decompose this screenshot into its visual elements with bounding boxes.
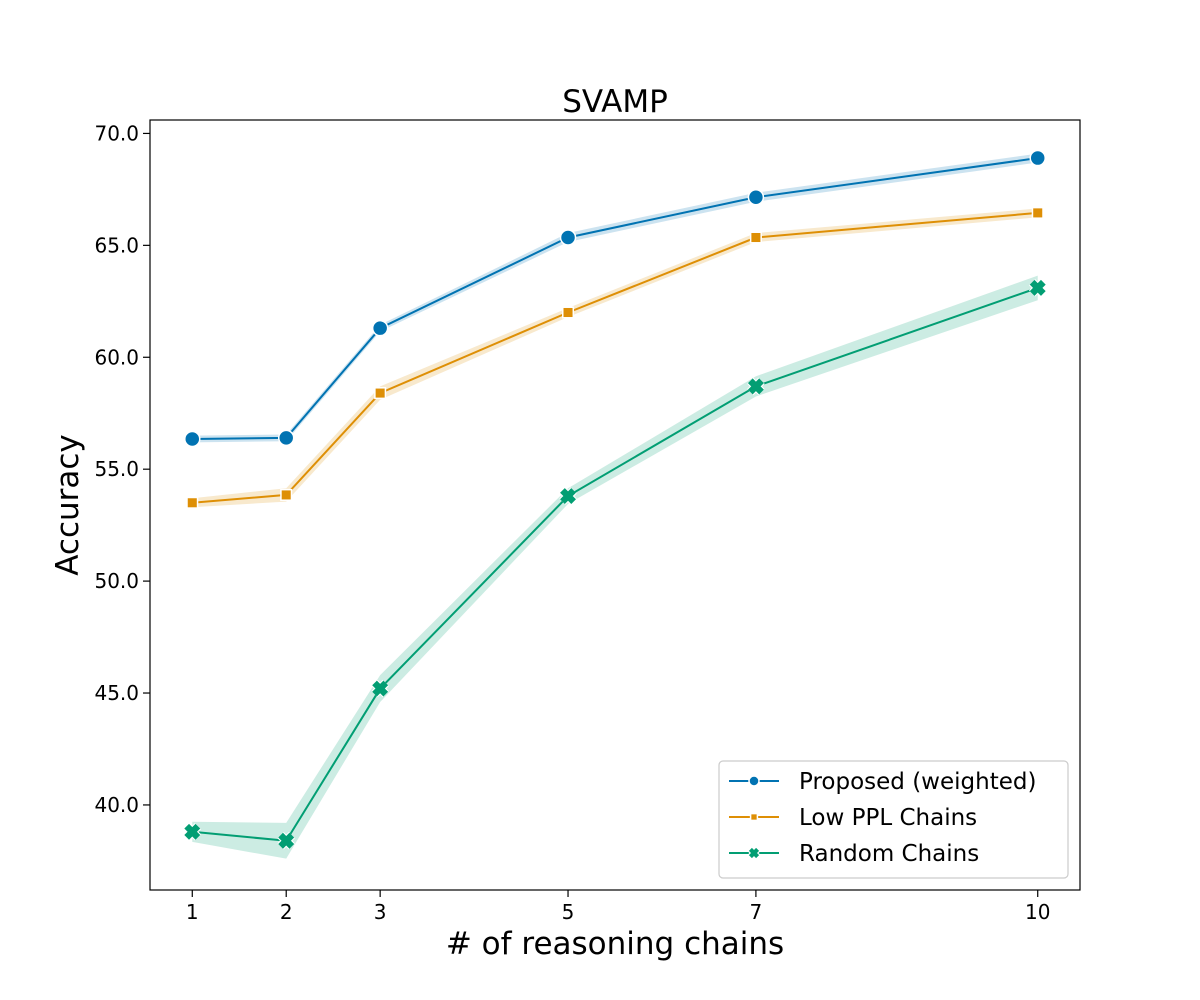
legend-marker	[749, 812, 759, 822]
legend-item-proposed-weighted: Proposed (weighted)	[729, 769, 1036, 795]
low-ppl-chains-point	[374, 387, 387, 400]
proposed-weighted-point	[184, 430, 201, 448]
legend-label: Low PPL Chains	[799, 805, 977, 831]
legend-item-random-chains: Random Chains	[729, 841, 979, 867]
legend-marker	[748, 775, 760, 787]
confidence-bands	[192, 153, 1038, 859]
proposed-weighted-point	[559, 229, 577, 246]
proposed-weighted-point	[371, 319, 389, 337]
x-tick-label: 7	[750, 900, 763, 924]
y-tick-label: 40.0	[94, 793, 139, 817]
y-tick-label: 55.0	[94, 457, 139, 481]
proposed-weighted-line	[192, 157, 1038, 440]
legend-marker	[748, 847, 760, 859]
legend-label: Random Chains	[799, 841, 979, 867]
low-ppl-chains-point	[562, 306, 575, 319]
random-chains-point	[559, 487, 577, 505]
series-markers	[183, 149, 1047, 850]
x-axis-label: # of reasoning chains	[446, 926, 784, 962]
y-tick-label: 60.0	[94, 345, 139, 369]
legend-label: Proposed (weighted)	[799, 769, 1036, 795]
legend-box	[718, 760, 1069, 879]
random-chains-point	[277, 832, 295, 850]
proposed-weighted-point	[1029, 149, 1046, 167]
random-chains-point	[1029, 279, 1047, 297]
y-tick-label: 45.0	[94, 681, 139, 705]
proposed-weighted-point	[277, 429, 295, 447]
x-tick-label: 5	[562, 900, 575, 924]
x-tick-label: 3	[374, 900, 387, 924]
legend-item-low-ppl-chains: Low PPL Chains	[729, 805, 977, 831]
random-chains-point	[183, 823, 202, 841]
random-chains-point	[371, 679, 389, 698]
low-ppl-chains-line	[192, 211, 1038, 504]
y-tick-label: 65.0	[94, 233, 139, 257]
y-axis: 40.0 45.0 50.0 55.0 60.0 65.0 70.0	[94, 121, 150, 817]
low-ppl-chains-point	[749, 231, 762, 244]
y-axis-label: Accuracy	[50, 434, 86, 576]
low-ppl-chains-point	[280, 488, 293, 501]
low-ppl-chains-point	[1031, 206, 1044, 219]
random-chains-line	[192, 286, 1039, 842]
y-tick-label: 50.0	[94, 569, 139, 593]
y-tick-label: 70.0	[94, 121, 139, 145]
low-ppl-chains-point	[186, 496, 199, 509]
x-tick-label: 1	[186, 900, 199, 924]
x-axis: 1 2 3 5 7 10	[186, 890, 1050, 924]
x-tick-label: 2	[280, 900, 293, 924]
plot-frame	[149, 119, 1081, 891]
x-tick-label: 10	[1025, 900, 1050, 924]
legend: Proposed (weighted) Low PPL Chains Random …	[718, 760, 1069, 879]
series-lines	[192, 157, 1039, 842]
chart-title: SVAMP	[562, 84, 668, 120]
random-chains-point	[747, 377, 765, 396]
proposed-weighted-point	[747, 188, 765, 206]
